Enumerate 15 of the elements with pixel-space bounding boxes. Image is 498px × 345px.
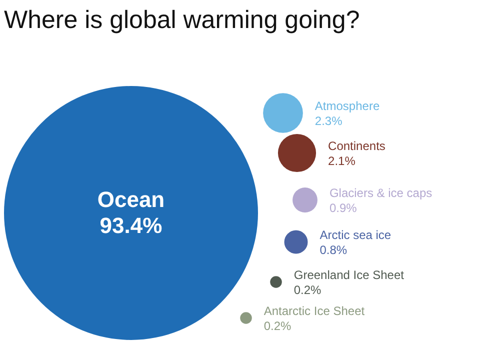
category-label: Glaciers & ice caps	[329, 186, 432, 200]
category-label: Antarctic Ice Sheet	[264, 304, 366, 318]
data-label: 0.9%	[329, 201, 358, 215]
data-label: 2.3%	[314, 114, 343, 128]
data-label: 0.8%	[320, 243, 348, 257]
data-label: 0.2%	[264, 319, 292, 333]
data-label: 93.4%	[100, 213, 162, 238]
category-label: Ocean	[97, 187, 165, 212]
data-label: 2.1%	[328, 154, 356, 168]
category-label: Arctic sea ice	[320, 228, 392, 242]
category-label: Continents	[328, 139, 386, 153]
category-label: Greenland Ice Sheet	[294, 268, 405, 282]
data-label: 0.2%	[294, 283, 322, 297]
category-label: Atmosphere	[314, 99, 380, 113]
text: Where is global warming going?	[4, 6, 360, 35]
